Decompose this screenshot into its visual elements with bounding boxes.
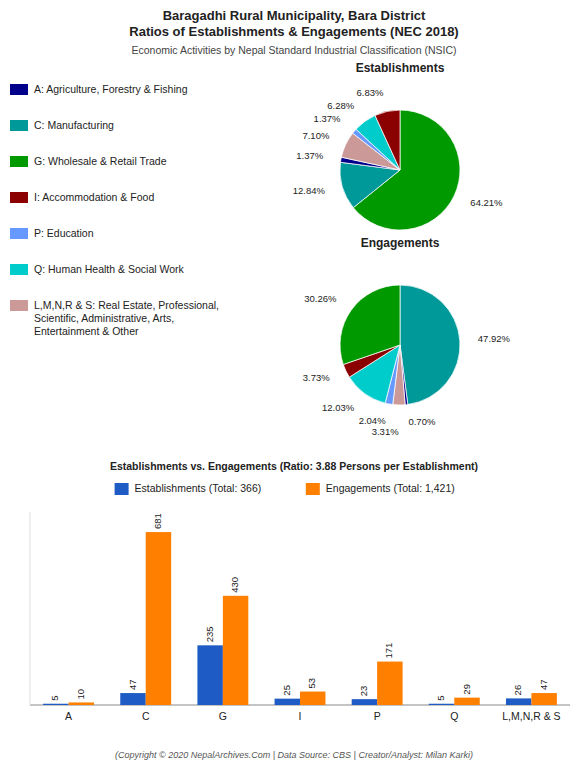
bar [300, 692, 325, 705]
bar-data-label: 171 [383, 643, 394, 659]
pie-data-label: 2.04% [359, 415, 386, 426]
bar-data-label: 235 [204, 626, 215, 642]
title: Ratios of Establishments & Engagements (… [129, 24, 458, 39]
pie-chart: Engagements 47.92% 0.70% 3.31%2.04% 12.03% 3.… [303, 236, 511, 437]
title: Baragadhi Rural Municipality, Bara Distr… [163, 8, 426, 23]
bar [120, 693, 145, 705]
pie-data-label: 12.84% [293, 185, 326, 196]
bar [223, 596, 248, 705]
legend-label-line: P: Education [34, 227, 94, 239]
x-tick-label: A [65, 710, 72, 722]
chart-page: Baragadhi Rural Municipality, Bara Distr… [0, 0, 588, 768]
x-tick-label: I [299, 710, 302, 722]
bar-data-label: 5 [435, 695, 446, 700]
bar-data-label: 5 [49, 695, 60, 700]
y-axis-line [30, 512, 31, 705]
bar-data-label: 10 [75, 689, 86, 700]
bar-data-label: 26 [512, 685, 523, 696]
legend-label-line: Q: Human Health & Social Work [34, 263, 185, 275]
pie-data-label: 1.37% [296, 150, 323, 161]
x-tick-label: P [374, 710, 381, 722]
pie-data-label: 64.21% [470, 197, 503, 208]
pie-slice [400, 285, 460, 404]
legend-swatch [10, 192, 28, 203]
bar [197, 645, 222, 705]
bar [506, 698, 531, 705]
bar [454, 698, 479, 705]
bar-data-label: 47 [127, 679, 138, 690]
bar-chart: Establishments vs. Engagements (Ratio: 3… [30, 460, 570, 722]
pie-slice [375, 110, 400, 170]
legend-label: A: Agriculture, Forestry & Fishing [34, 83, 188, 95]
pie-data-label: 6.83% [356, 87, 383, 98]
bar [43, 704, 68, 705]
bar [377, 662, 402, 705]
pie-data-label: 3.31% [372, 426, 399, 437]
pie-data-label: 0.70% [408, 416, 435, 427]
pie-chart: Establishments 64.21% 12.84% 1.37% 7.10% 1.37… [293, 61, 503, 230]
legend: A: Agriculture, Forestry & Fishing C: Man… [10, 83, 219, 337]
legend-swatch [10, 264, 28, 275]
legend-swatch [10, 300, 28, 311]
footer: (Copyright © 2020 NepalArchives.Com | Da… [115, 750, 473, 760]
x-tick-label: C [142, 710, 150, 722]
legend-label: Engagements (Total: 1,421) [326, 482, 455, 494]
bar [69, 702, 94, 705]
pie-data-label: 3.73% [303, 372, 330, 383]
bar-data-label: 29 [461, 684, 472, 695]
bar-data-label: 53 [306, 678, 317, 689]
legend-label-line: A: Agriculture, Forestry & Fishing [34, 83, 188, 95]
legend-label-line: G: Wholesale & Retail Trade [34, 155, 167, 167]
legend-label: C: Manufacturing [34, 119, 114, 131]
pie-data-label: 7.10% [302, 130, 329, 141]
pie-slice [340, 285, 400, 364]
x-tick-label: L,M,N,R & S [502, 710, 560, 722]
legend-swatch [115, 483, 129, 495]
bar [275, 699, 300, 705]
bar-title: Establishments vs. Engagements (Ratio: 3… [110, 460, 478, 472]
legend-label: P: Education [34, 227, 94, 239]
legend-swatch [10, 120, 28, 131]
legend-label-line: L,M,N,R & S: Real Estate, Professional, [34, 299, 219, 311]
legend-label-line: Scientific, Administrative, Arts, [34, 312, 174, 324]
pie-data-label: 6.28% [327, 100, 354, 111]
legend-label-line: Entertainment & Other [34, 325, 139, 337]
x-tick-label: G [219, 710, 227, 722]
legend-swatch [10, 84, 28, 95]
bar-legend: Establishments (Total: 366) Engagements (… [115, 482, 455, 495]
legend-label: I: Accommodation & Food [34, 191, 154, 203]
subtitle: Economic Activities by Nepal Standard In… [131, 44, 456, 56]
bar-data-label: 681 [152, 513, 163, 529]
bar-data-label: 430 [229, 577, 240, 593]
pie-data-label: 1.37% [314, 113, 341, 124]
legend-label: Q: Human Health & Social Work [34, 263, 185, 275]
background [0, 0, 588, 768]
bar-data-label: 25 [281, 685, 292, 696]
x-tick-label: Q [450, 710, 458, 722]
legend-swatch [10, 156, 28, 167]
legend-swatch [306, 483, 320, 495]
bar [352, 699, 377, 705]
bar [146, 532, 171, 705]
legend-swatch [10, 228, 28, 239]
legend-label: Establishments (Total: 366) [135, 482, 262, 494]
legend-label-line: I: Accommodation & Food [34, 191, 154, 203]
pie-data-label: 47.92% [478, 333, 511, 344]
pie-title: Engagements [361, 236, 440, 250]
pie-title: Establishments [356, 61, 445, 75]
bar-data-label: 23 [358, 686, 369, 697]
bar [531, 693, 556, 705]
pie-data-label: 30.26% [304, 293, 337, 304]
bar [429, 704, 454, 705]
pie-data-label: 12.03% [322, 402, 355, 413]
legend-label: G: Wholesale & Retail Trade [34, 155, 167, 167]
legend-label: L,M,N,R & S: Real Estate, Professional,S… [34, 299, 219, 337]
bar-marks [43, 532, 557, 705]
bar-data-labels: 547235252352610681430531712947 [49, 513, 548, 701]
bar-data-label: 47 [538, 679, 549, 690]
legend-label-line: C: Manufacturing [34, 119, 114, 131]
